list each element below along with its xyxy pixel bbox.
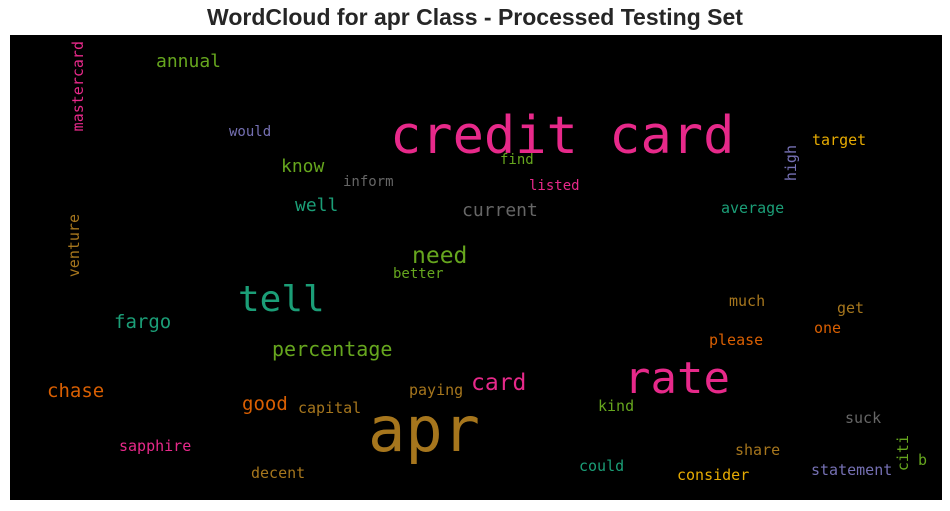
- word-good: good: [242, 393, 288, 415]
- word-well: well: [295, 195, 338, 216]
- word-capital: capital: [298, 399, 361, 417]
- word-card: card: [471, 370, 526, 396]
- word-consider: consider: [677, 466, 749, 484]
- word-much: much: [729, 292, 765, 310]
- word-decent: decent: [251, 464, 305, 482]
- word-know: know: [281, 156, 325, 177]
- wordcloud-canvas: apr credit card rate tell need card percentage…: [10, 35, 942, 500]
- chart-title: WordCloud for apr Class - Processed Test…: [207, 4, 743, 30]
- word-please: please: [709, 331, 763, 349]
- cloud-background: [10, 35, 942, 500]
- word-fargo: fargo: [114, 311, 171, 333]
- word-b: b: [918, 451, 927, 469]
- word-apr: apr: [368, 393, 480, 466]
- word-average: average: [721, 199, 784, 217]
- wordcloud-svg: apr credit card rate tell need card percentage…: [10, 35, 942, 500]
- word-need: need: [412, 243, 467, 269]
- word-would: would: [229, 124, 271, 140]
- word-paying: paying: [409, 381, 463, 399]
- word-sapphire: sapphire: [119, 437, 191, 455]
- word-find: find: [500, 152, 534, 168]
- word-target: target: [812, 131, 866, 149]
- word-venture: venture: [65, 214, 83, 277]
- word-citi: citi: [894, 435, 912, 471]
- word-get: get: [837, 299, 864, 317]
- word-tell: tell: [238, 279, 325, 320]
- word-better: better: [393, 266, 444, 282]
- word-share: share: [735, 441, 780, 459]
- word-could: could: [579, 457, 624, 475]
- word-chase: chase: [47, 380, 104, 402]
- word-kind: kind: [598, 397, 634, 415]
- word-inform: inform: [343, 174, 394, 190]
- word-current: current: [462, 200, 538, 221]
- word-suck: suck: [845, 409, 881, 427]
- word-one: one: [814, 319, 841, 337]
- word-annual: annual: [156, 51, 221, 72]
- word-percentage: percentage: [272, 337, 392, 361]
- word-listed: listed: [529, 178, 580, 194]
- word-statement: statement: [811, 461, 892, 479]
- word-mastercard: mastercard: [69, 41, 87, 131]
- word-high: high: [782, 145, 800, 181]
- word-credit-card: credit card: [390, 106, 734, 166]
- word-rate: rate: [624, 353, 730, 404]
